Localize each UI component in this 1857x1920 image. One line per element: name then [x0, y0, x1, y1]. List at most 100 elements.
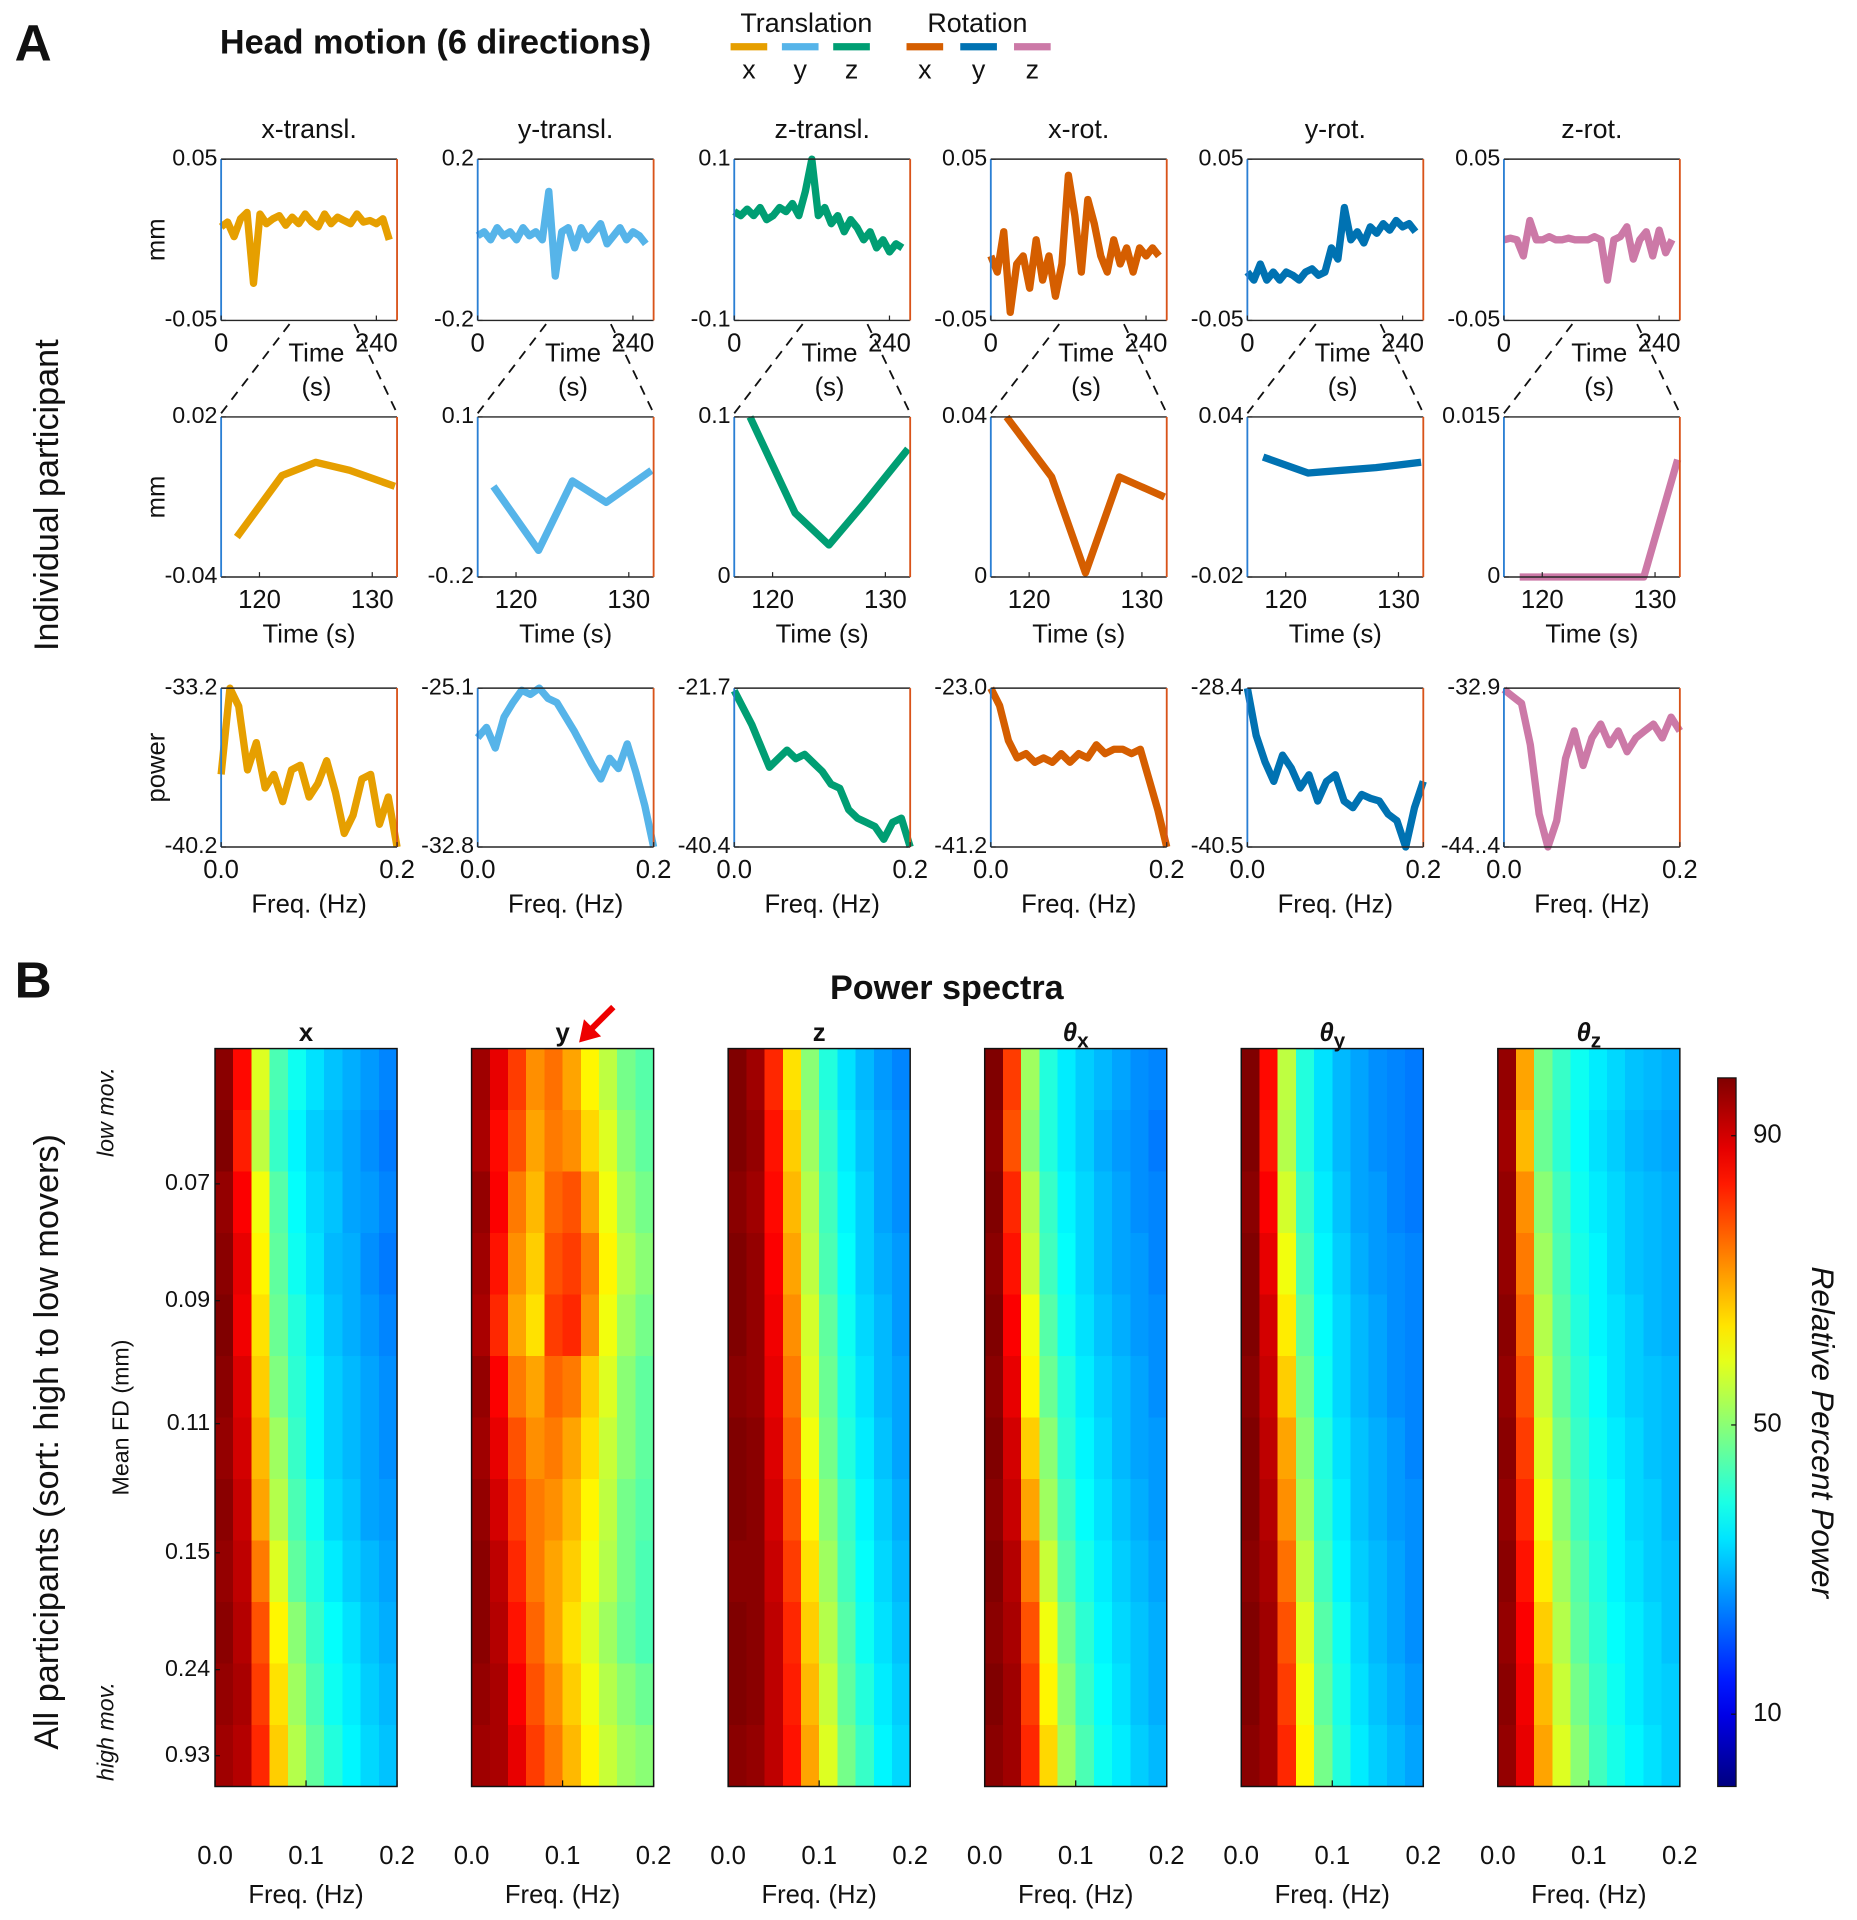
panel-label: B — [15, 951, 52, 1008]
heatmap-cell — [1497, 1724, 1517, 1787]
heatmap-cell — [1661, 1602, 1681, 1664]
heatmap-cell — [471, 1602, 491, 1664]
y-tick-label: -28.4 — [1191, 673, 1244, 699]
x-axis-label: Time — [802, 339, 858, 367]
heatmap-cell — [287, 1602, 307, 1664]
annotation: low mov. — [93, 1067, 119, 1157]
y-tick-label: 0.15 — [165, 1538, 210, 1564]
heatmap-cell — [269, 1724, 289, 1787]
heatmap-cell — [1241, 1356, 1260, 1419]
heatmap-cell — [1277, 1540, 1297, 1603]
arrow-shaft — [587, 1004, 616, 1033]
heatmap-cell — [1259, 1724, 1279, 1787]
heatmap-cell — [728, 1171, 747, 1234]
heatmap-cell — [306, 1171, 325, 1234]
heatmap-cell — [1497, 1171, 1517, 1234]
heatmap-cell — [1277, 1171, 1297, 1234]
heatmap-cell — [728, 1048, 747, 1111]
heatmap-cell — [1625, 1233, 1644, 1296]
heatmap-cell — [1148, 1171, 1168, 1234]
heatmap-cell — [1112, 1724, 1131, 1787]
heatmap-cell — [800, 1110, 820, 1173]
heatmap-cell — [782, 1233, 802, 1296]
heatmap-cell — [526, 1294, 545, 1357]
heatmap-cell — [1661, 1294, 1681, 1357]
heatmap-cell — [1314, 1602, 1333, 1664]
heatmap-cell — [873, 1479, 893, 1542]
heatmap-cell — [1075, 1479, 1095, 1542]
heatmap-cell — [1625, 1602, 1644, 1664]
heatmap-cell — [635, 1479, 655, 1542]
heatmap-cell — [1625, 1356, 1644, 1419]
legend-title: Translation — [740, 8, 872, 38]
heatmap-cell — [287, 1110, 307, 1173]
heatmap-cell — [855, 1048, 875, 1111]
heatmap-cell — [1516, 1233, 1535, 1296]
heatmap-cell — [873, 1417, 893, 1480]
heatmap-cell — [764, 1233, 784, 1296]
heatmap-cell — [324, 1294, 343, 1357]
heatmap-cell — [287, 1294, 307, 1357]
heatmap — [1497, 1048, 1681, 1787]
heatmap-cell — [1259, 1171, 1279, 1234]
heatmap-cell — [1534, 1356, 1553, 1419]
heatmap-cell — [1093, 1356, 1113, 1419]
title-subscript: x — [1077, 1030, 1089, 1053]
heatmap-cell — [617, 1724, 636, 1787]
heatmap-cell — [1039, 1294, 1059, 1357]
heatmap-cell — [269, 1171, 289, 1234]
x-tick-label: 0.2 — [1405, 856, 1441, 884]
heatmap-cell — [1277, 1417, 1297, 1480]
heatmap-cell — [507, 1417, 527, 1480]
heatmap-cell — [891, 1479, 911, 1542]
heatmap-cell — [233, 1233, 252, 1296]
heatmap-cell — [306, 1356, 325, 1419]
heatmap-cell — [378, 1602, 398, 1664]
heatmap-cell — [1405, 1171, 1424, 1234]
heatmap-cell — [1075, 1048, 1095, 1111]
heatmap-cell — [746, 1233, 766, 1296]
heatmap-cell — [580, 1540, 600, 1603]
heatmap-cell — [233, 1171, 252, 1234]
heatmap-cell — [873, 1724, 893, 1787]
y-tick-label: -40.2 — [165, 832, 218, 858]
heatmap-cell — [526, 1724, 545, 1787]
heatmap-cell — [378, 1233, 398, 1296]
heatmap-cell — [819, 1294, 838, 1357]
heatmap-cell — [1057, 1479, 1077, 1542]
heatmap-cell — [1405, 1110, 1424, 1173]
heatmap-cell — [728, 1479, 747, 1542]
heatmap-cell — [1093, 1724, 1113, 1787]
heatmap-cell — [599, 1110, 618, 1173]
chart-title: z — [813, 1019, 826, 1047]
y-tick-label: -40.4 — [678, 832, 731, 858]
heatmap-cell — [1021, 1356, 1040, 1419]
heatmap-cell — [1295, 1602, 1315, 1664]
x-tick-label: 0.0 — [454, 1842, 490, 1870]
y-axis-label: mm — [142, 218, 170, 261]
y-tick-label: 0 — [718, 562, 731, 588]
heatmap-cell — [269, 1110, 289, 1173]
heatmap-cell — [1295, 1233, 1315, 1296]
heatmap-cell — [1497, 1294, 1517, 1357]
x-tick-label: 0.2 — [636, 856, 672, 884]
y-tick-label: 0.1 — [698, 402, 730, 428]
heatmap-cell — [873, 1540, 893, 1603]
heatmap-cell — [635, 1602, 655, 1664]
heatmap-cell — [800, 1540, 820, 1603]
heatmap-cell — [764, 1048, 784, 1111]
heatmap-cell — [269, 1663, 289, 1726]
heatmap-cell — [1643, 1294, 1663, 1357]
heatmap-cell — [635, 1233, 655, 1296]
heatmap-cell — [1130, 1356, 1150, 1419]
heatmap-cell — [1112, 1171, 1131, 1234]
heatmap-cell — [635, 1356, 655, 1419]
heatmap-cell — [1130, 1540, 1150, 1603]
data-line — [987, 171, 1162, 317]
heatmap-cell — [269, 1356, 289, 1419]
x-tick-label: 0.0 — [203, 856, 239, 884]
heatmap-cell — [1607, 1356, 1626, 1419]
heatmap-cell — [1368, 1479, 1388, 1542]
y-tick-label: 0.11 — [167, 1409, 210, 1435]
y-tick-label: 0.1 — [698, 144, 730, 170]
